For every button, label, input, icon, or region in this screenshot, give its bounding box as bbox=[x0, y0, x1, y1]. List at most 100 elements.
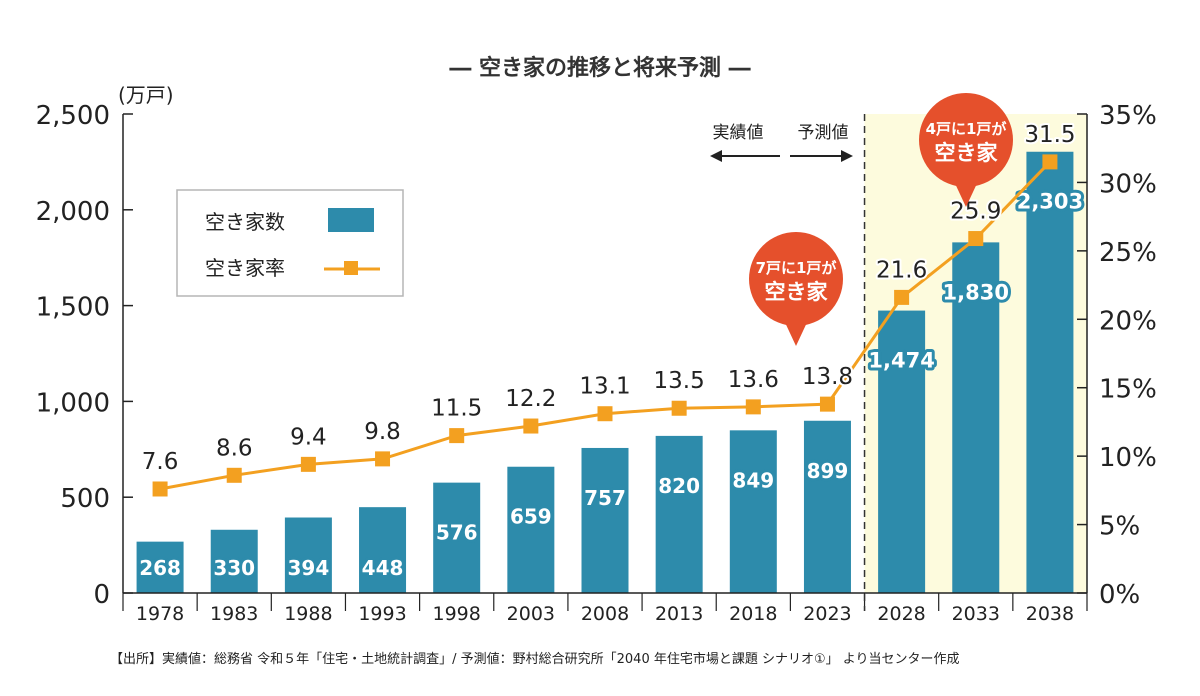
rate-value-label: 12.2 bbox=[505, 386, 556, 412]
bar bbox=[433, 482, 481, 593]
actual-arrow bbox=[710, 150, 780, 162]
rate-marker bbox=[894, 289, 910, 305]
legend-line-label: 空き家率 bbox=[205, 256, 285, 280]
bar bbox=[210, 529, 258, 593]
bar bbox=[581, 447, 629, 593]
x-tick-label: 2018 bbox=[729, 603, 777, 625]
bar-value-label: 394 bbox=[288, 556, 330, 580]
rate-value-label: 9.4 bbox=[290, 424, 327, 450]
y-right-tick-label: 25% bbox=[1099, 238, 1157, 268]
rate-marker bbox=[819, 396, 835, 412]
legend: 空き家数 空き家率 bbox=[176, 189, 404, 297]
bar-value-label: 448 bbox=[362, 556, 404, 580]
y-right-tick-label: 0% bbox=[1099, 580, 1140, 610]
chart-title: ― 空き家の推移と将来予測 ― bbox=[449, 55, 750, 81]
forecast-arrow bbox=[790, 150, 853, 162]
legend-line-marker bbox=[344, 261, 358, 275]
callout-circle bbox=[919, 93, 1013, 187]
bar-value-label: 820 bbox=[658, 474, 700, 498]
rate-value-label: 31.5 bbox=[1024, 122, 1075, 148]
y-left-tick-label: 2,000 bbox=[36, 197, 110, 227]
callout-text: 空き家 bbox=[935, 141, 999, 165]
rate-marker bbox=[671, 400, 687, 416]
bar-value-label: 268 bbox=[139, 556, 181, 580]
callout-text: 4戸に1戸が bbox=[926, 120, 1008, 138]
rate-marker bbox=[226, 467, 242, 483]
bar-value-label: 1,474 bbox=[868, 349, 934, 373]
x-tick-label: 2003 bbox=[507, 603, 555, 625]
y-right-tick-label: 10% bbox=[1099, 443, 1157, 473]
callout-circle bbox=[749, 232, 843, 326]
y-right-tick-label: 30% bbox=[1099, 169, 1157, 199]
y-left-tick-label: 0 bbox=[93, 580, 110, 610]
rate-marker bbox=[152, 481, 168, 497]
y-left-tick-label: 1,000 bbox=[36, 388, 110, 418]
bar bbox=[729, 430, 777, 593]
y-left-tick-label: 2,500 bbox=[36, 101, 110, 131]
x-tick-label: 1983 bbox=[210, 603, 258, 625]
callout-text: 空き家 bbox=[765, 280, 829, 304]
rate-value-label: 7.6 bbox=[142, 449, 179, 475]
y-left-tick-label: 1,500 bbox=[36, 293, 110, 323]
bar bbox=[359, 507, 407, 593]
x-tick-label: 1988 bbox=[284, 603, 332, 625]
x-tick-label: 2038 bbox=[1026, 603, 1074, 625]
rate-marker bbox=[449, 428, 465, 444]
rate-marker bbox=[968, 231, 984, 247]
rate-value-label: 9.8 bbox=[364, 419, 401, 445]
bar bbox=[878, 310, 926, 593]
forecast-value-label: 予測値 bbox=[798, 123, 849, 143]
rate-marker bbox=[375, 451, 391, 467]
rate-marker bbox=[745, 399, 761, 415]
x-tick-label: 2033 bbox=[952, 603, 1000, 625]
x-tick-label: 2023 bbox=[803, 603, 851, 625]
bar-value-label: 2,303 bbox=[1017, 190, 1083, 214]
rate-value-label: 13.5 bbox=[654, 368, 705, 394]
bar-value-label: 849 bbox=[732, 468, 774, 492]
bar-value-label: 899 bbox=[807, 459, 849, 483]
bar-value-label: 757 bbox=[584, 486, 626, 510]
bar-value-label: 576 bbox=[436, 521, 478, 545]
x-tick-label: 1993 bbox=[358, 603, 406, 625]
x-tick-label: 1998 bbox=[433, 603, 481, 625]
rate-value-label: 13.6 bbox=[728, 367, 779, 393]
x-tick-label: 2013 bbox=[655, 603, 703, 625]
legend-bar-label: 空き家数 bbox=[205, 210, 285, 234]
rate-value-label: 13.1 bbox=[579, 374, 630, 400]
rate-value-label: 21.6 bbox=[876, 257, 927, 283]
y-left-unit-label: (万戸) bbox=[118, 83, 174, 107]
bar bbox=[952, 242, 1000, 593]
rate-marker bbox=[523, 418, 539, 434]
bar bbox=[803, 420, 851, 593]
x-tick-label: 2028 bbox=[877, 603, 925, 625]
y-right-tick-label: 35% bbox=[1099, 101, 1157, 131]
y-right-tick-label: 15% bbox=[1099, 375, 1157, 405]
bar-value-label: 330 bbox=[213, 556, 255, 580]
legend-bar-swatch bbox=[328, 208, 374, 232]
x-tick-label: 2008 bbox=[581, 603, 629, 625]
callout-text: 7戸に1戸が bbox=[756, 259, 838, 277]
y-right-tick-label: 20% bbox=[1099, 306, 1157, 336]
bar bbox=[655, 435, 703, 593]
bar bbox=[284, 517, 332, 593]
rate-value-label: 13.8 bbox=[802, 364, 853, 390]
bar bbox=[1026, 151, 1074, 594]
source-note: 【出所】実績値：総務省 令和５年「住宅・土地統計調査」/ 予測値：野村総合研究所… bbox=[110, 651, 960, 667]
rate-marker bbox=[300, 456, 316, 472]
bar-value-label: 1,830 bbox=[943, 280, 1009, 304]
y-right-tick-label: 5% bbox=[1099, 512, 1140, 542]
bar-value-label: 659 bbox=[510, 505, 552, 529]
rate-value-label: 25.9 bbox=[950, 199, 1001, 225]
rate-marker bbox=[1042, 154, 1058, 170]
y-left-tick-label: 500 bbox=[60, 484, 110, 514]
rate-value-label: 11.5 bbox=[431, 396, 482, 422]
bar bbox=[136, 541, 184, 593]
x-tick-label: 1978 bbox=[136, 603, 184, 625]
rate-marker bbox=[597, 406, 613, 422]
rate-value-label: 8.6 bbox=[216, 435, 253, 461]
bar bbox=[507, 466, 555, 593]
actual-value-label: 実績値 bbox=[713, 123, 764, 143]
